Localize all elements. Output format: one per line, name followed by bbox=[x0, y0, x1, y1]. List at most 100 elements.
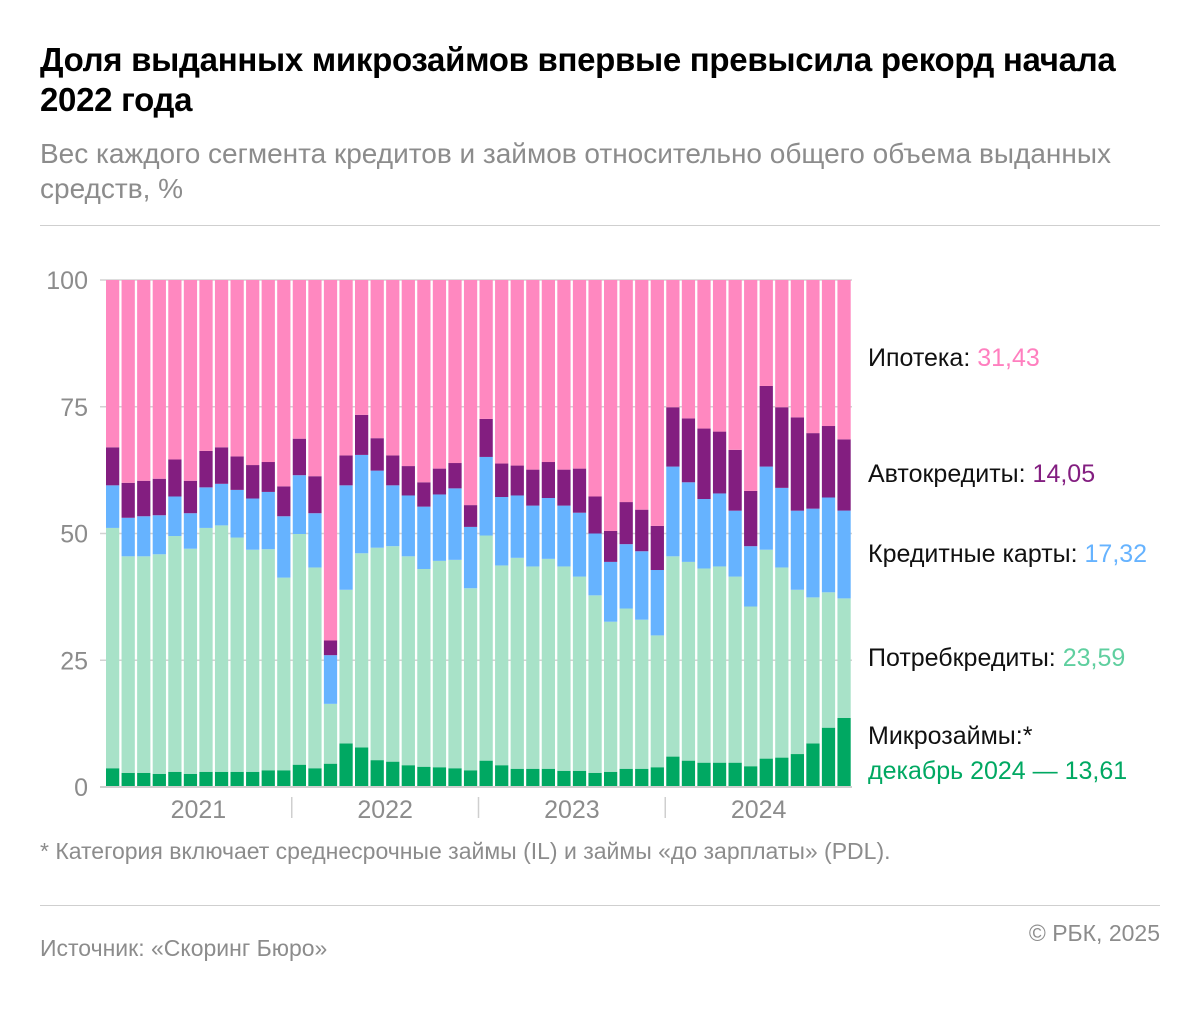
bar-segment bbox=[339, 589, 353, 744]
bar-segment bbox=[510, 465, 524, 496]
bar-segment bbox=[137, 280, 151, 481]
bar-segment bbox=[635, 509, 649, 552]
bar-segment bbox=[308, 513, 322, 568]
bar-segment bbox=[775, 407, 789, 488]
bar-segment bbox=[401, 765, 415, 787]
bar-segment bbox=[495, 463, 509, 497]
bar-segment bbox=[619, 280, 633, 503]
bar-segment bbox=[775, 487, 789, 568]
bar-segment bbox=[806, 743, 820, 787]
bar-segment bbox=[650, 280, 664, 526]
bar-segment bbox=[681, 561, 696, 761]
bar-segment bbox=[417, 482, 431, 507]
x-year-label: 2023 bbox=[544, 796, 600, 824]
bar-segment bbox=[526, 768, 540, 787]
bar-segment bbox=[759, 758, 773, 787]
bar-segment bbox=[495, 565, 509, 766]
bar-segment bbox=[277, 577, 291, 771]
bar-segment bbox=[355, 414, 369, 455]
bar-segment bbox=[230, 489, 244, 538]
bar-segment bbox=[152, 773, 166, 787]
bar-segment bbox=[604, 280, 618, 531]
bar-segment bbox=[230, 537, 244, 772]
bar-segment bbox=[837, 280, 851, 440]
bar-segment bbox=[292, 475, 307, 535]
copyright: © РБК, 2025 bbox=[1028, 920, 1160, 946]
bar-segment bbox=[666, 280, 680, 408]
bar-segment bbox=[370, 760, 384, 787]
bar-segment bbox=[650, 767, 664, 787]
legend-micro-name: Микрозаймы:* bbox=[868, 722, 1033, 750]
bar-segment bbox=[744, 280, 758, 491]
bar-segment bbox=[448, 463, 462, 489]
bar-segment bbox=[557, 505, 571, 567]
bar-segment bbox=[339, 485, 353, 590]
bar-segment bbox=[355, 454, 369, 554]
bar-segment bbox=[588, 595, 602, 773]
bar-segment bbox=[214, 525, 229, 772]
bar-segment bbox=[775, 757, 789, 787]
bar-segment bbox=[821, 426, 836, 498]
bar-segment bbox=[572, 770, 587, 787]
chart-subtitle: Вес каждого сегмента кредитов и займов о… bbox=[40, 138, 1111, 204]
bar-segment bbox=[370, 280, 384, 439]
bar-segment bbox=[323, 640, 338, 656]
bar-segment bbox=[152, 280, 166, 479]
bar-segment bbox=[386, 761, 400, 787]
bar-segment bbox=[806, 433, 820, 509]
bar-segment bbox=[183, 773, 198, 787]
bar-segment bbox=[246, 498, 260, 550]
bar-segment bbox=[837, 510, 851, 599]
bar-segment bbox=[308, 476, 322, 514]
bar-segment bbox=[121, 517, 135, 557]
bar-segment bbox=[572, 280, 587, 469]
bar-segment bbox=[432, 560, 447, 768]
bar-segment bbox=[635, 768, 649, 787]
bar-segment bbox=[681, 760, 696, 787]
y-tick-label: 75 bbox=[60, 394, 88, 422]
bar-segment bbox=[510, 495, 524, 558]
bar-segment bbox=[495, 496, 509, 566]
bar-segment bbox=[526, 280, 540, 470]
bar-segment bbox=[121, 280, 135, 483]
source: Источник: «Скоринг Бюро» bbox=[40, 935, 328, 961]
y-tick-label: 25 bbox=[60, 647, 88, 675]
bar-segment bbox=[417, 568, 431, 767]
bar-segment bbox=[199, 450, 213, 488]
bar-segment bbox=[572, 576, 587, 771]
bar-segment bbox=[463, 770, 478, 787]
bar-segment bbox=[821, 280, 836, 427]
bar-segment bbox=[604, 530, 618, 562]
bar-segment bbox=[759, 280, 773, 386]
bar-segment bbox=[790, 589, 805, 755]
bar-segment bbox=[339, 743, 353, 787]
bar-segment bbox=[137, 556, 151, 773]
bar-segment bbox=[697, 499, 711, 569]
bar-segment bbox=[837, 439, 851, 511]
bar-segment bbox=[106, 768, 120, 787]
bar-segment bbox=[510, 280, 524, 466]
bar-segment bbox=[728, 762, 742, 787]
bar-segment bbox=[806, 597, 820, 744]
bar-segment bbox=[152, 554, 166, 774]
bar-segment bbox=[277, 280, 291, 487]
bar-segment bbox=[261, 491, 275, 550]
bar-segment bbox=[168, 459, 182, 497]
bar-segment bbox=[697, 280, 711, 429]
bar-segment bbox=[572, 468, 587, 513]
bar-segment bbox=[744, 490, 758, 547]
bar-segment bbox=[106, 527, 120, 769]
bar-segment bbox=[744, 546, 758, 607]
bar-segment bbox=[386, 280, 400, 456]
bar-segment bbox=[121, 556, 135, 773]
bar-segment bbox=[463, 526, 478, 589]
bar-segment bbox=[339, 280, 353, 456]
bar-segment bbox=[355, 553, 369, 748]
bar-segment bbox=[495, 765, 509, 787]
bar-segment bbox=[790, 510, 805, 590]
bar-segment bbox=[230, 771, 244, 787]
bar-segment bbox=[712, 431, 727, 494]
bar-segment bbox=[619, 502, 633, 545]
bar-segment bbox=[712, 762, 727, 787]
